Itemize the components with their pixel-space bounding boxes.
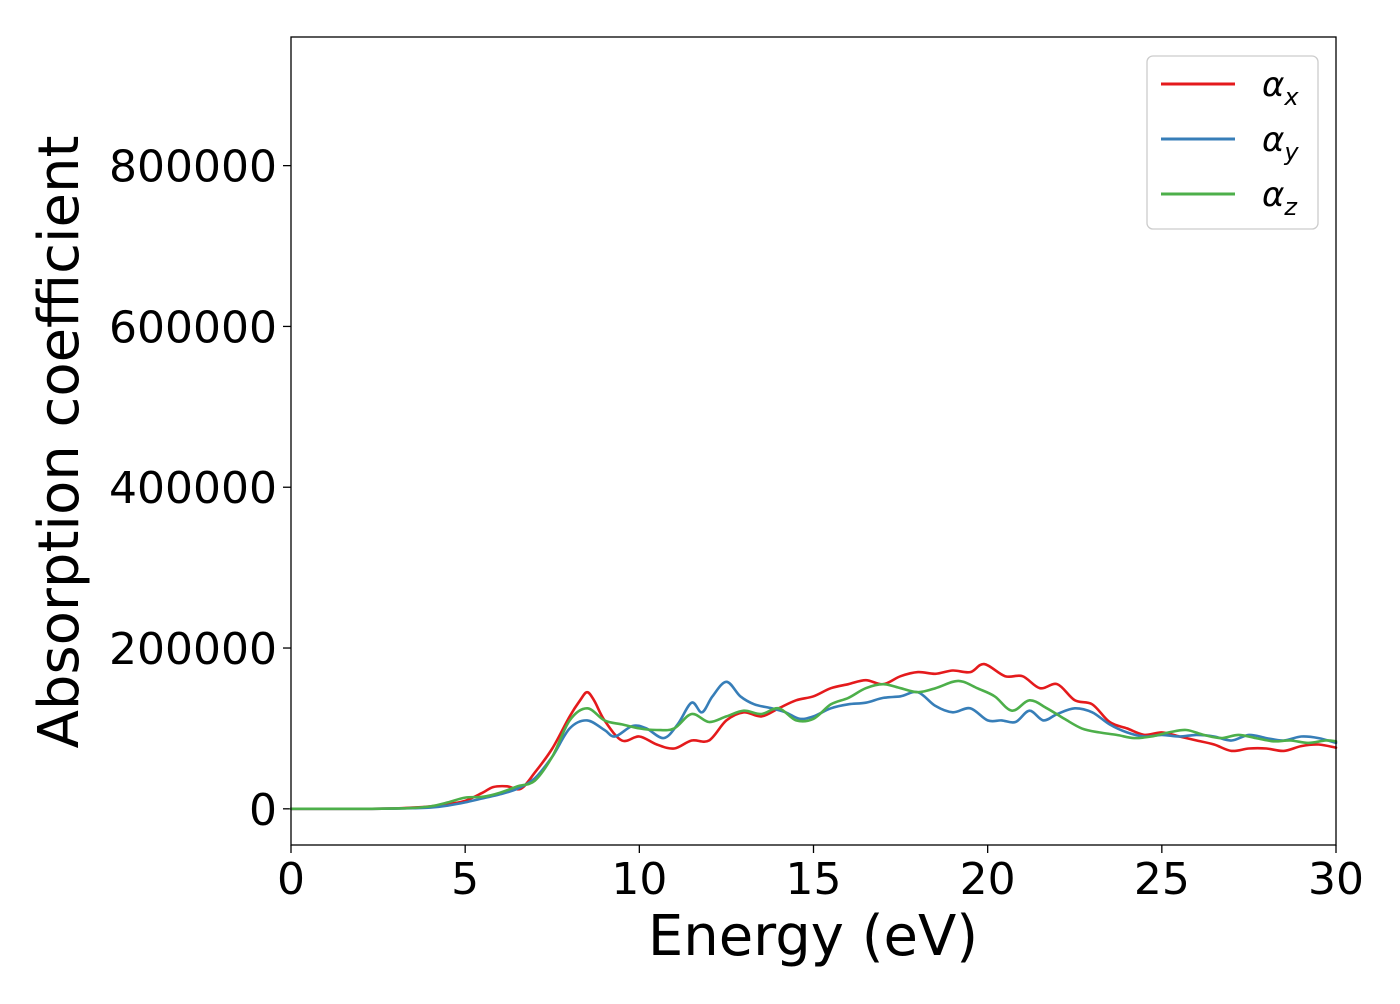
y-tick-label: 200000 — [109, 624, 277, 675]
legend-label-z: αz — [1262, 175, 1298, 221]
plot-frame — [290, 36, 1337, 846]
x-axis-label: Energy (eV) — [648, 904, 978, 969]
x-tick-label: 25 — [1134, 854, 1190, 905]
series-line-z — [289, 679, 1338, 811]
y-tick-label: 400000 — [109, 463, 277, 514]
legend: αx αy αz — [1146, 55, 1319, 230]
y-axis-label: Absorption coefficient — [27, 136, 92, 749]
series-line-x — [289, 662, 1338, 811]
x-tick-label: 30 — [1308, 854, 1364, 905]
x-tick-label: 15 — [786, 854, 842, 905]
legend-label-x: αx — [1262, 65, 1299, 111]
x-tick-label: 20 — [960, 854, 1016, 905]
y-tick-label: 0 — [249, 785, 277, 836]
legend-label-y: αy — [1262, 120, 1299, 166]
y-tick-label: 800000 — [109, 142, 277, 193]
legend-box — [1146, 55, 1319, 230]
ticks-layer: 0 5 10 15 20 25 30 0 200000 400000 600000 800000 — [109, 142, 1364, 905]
x-tick-label: 0 — [277, 854, 305, 905]
series-line-y — [289, 680, 1338, 811]
x-tick-label: 10 — [611, 854, 667, 905]
y-tick-label: 600000 — [109, 302, 277, 353]
x-tick-label: 5 — [451, 854, 479, 905]
series-layer — [289, 662, 1338, 811]
